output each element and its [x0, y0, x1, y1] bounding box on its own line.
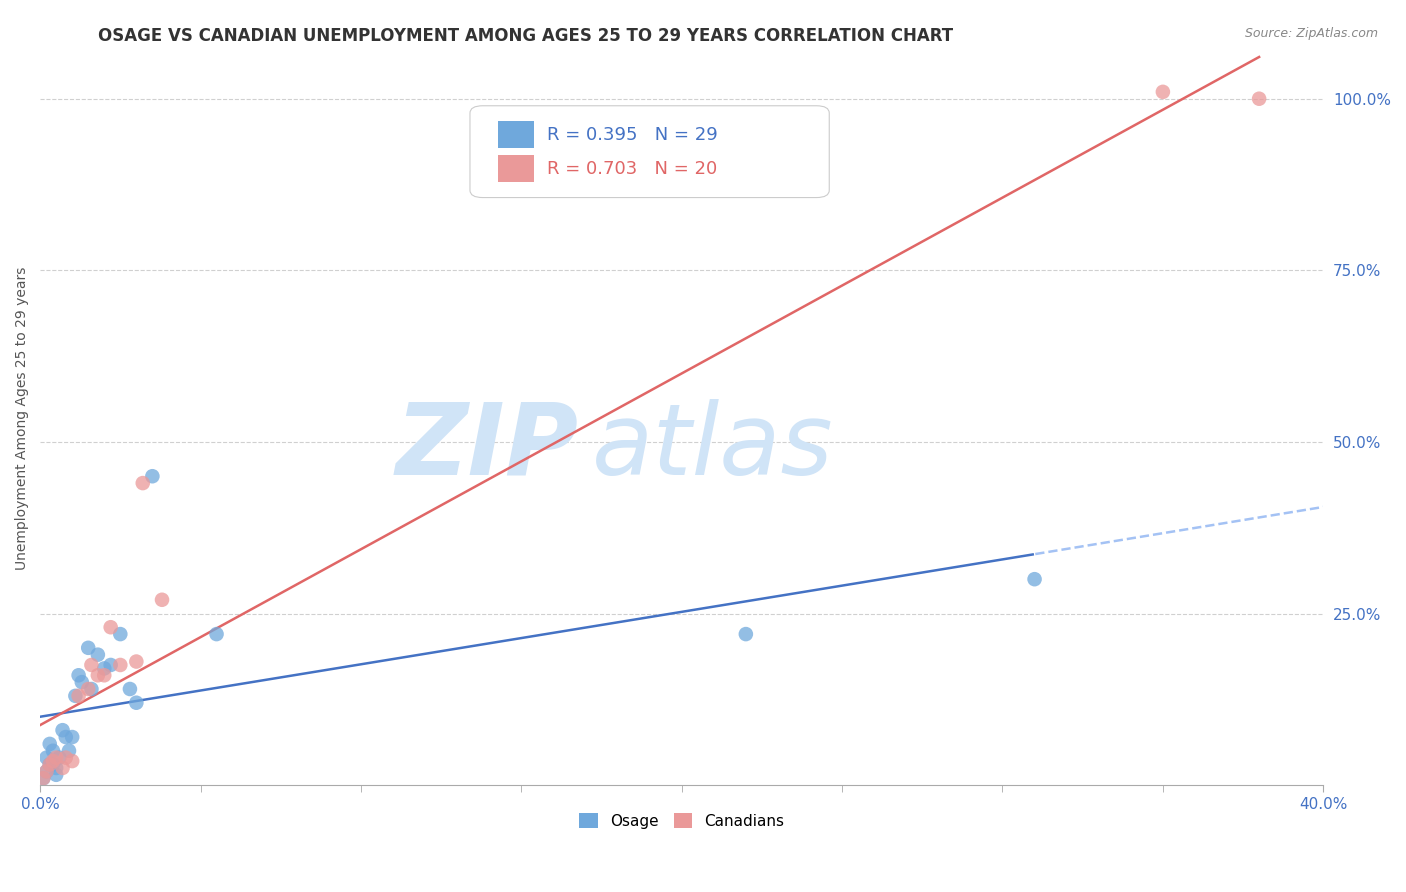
Point	[42, 754, 65, 768]
Point	[65, 689, 87, 703]
Text: Source: ZipAtlas.com: Source: ZipAtlas.com	[1244, 27, 1378, 40]
Point	[67, 668, 90, 682]
Text: OSAGE VS CANADIAN UNEMPLOYMENT AMONG AGES 25 TO 29 YEARS CORRELATION CHART: OSAGE VS CANADIAN UNEMPLOYMENT AMONG AGE…	[98, 27, 953, 45]
FancyBboxPatch shape	[470, 106, 830, 197]
Point	[35, 764, 58, 779]
Point	[100, 657, 122, 672]
Point	[132, 476, 155, 491]
Point	[87, 648, 110, 662]
Point	[32, 771, 55, 785]
Point	[51, 723, 73, 738]
Text: R = 0.703   N = 20: R = 0.703 N = 20	[547, 160, 717, 178]
Point	[141, 469, 163, 483]
Point	[118, 681, 141, 696]
Point	[58, 744, 80, 758]
Text: ZIP: ZIP	[396, 399, 579, 496]
Y-axis label: Unemployment Among Ages 25 to 29 years: Unemployment Among Ages 25 to 29 years	[15, 266, 30, 570]
Point	[38, 737, 60, 751]
Point	[60, 730, 83, 744]
Point	[42, 757, 65, 772]
Point	[70, 675, 93, 690]
Point	[110, 657, 132, 672]
Point	[125, 696, 148, 710]
Point	[32, 771, 55, 785]
Point	[45, 768, 67, 782]
Text: atlas: atlas	[592, 399, 834, 496]
Point	[1249, 92, 1271, 106]
Point	[45, 750, 67, 764]
Point	[60, 754, 83, 768]
Text: R = 0.395   N = 29: R = 0.395 N = 29	[547, 126, 717, 144]
Point	[93, 661, 115, 675]
Point	[205, 627, 228, 641]
Point	[80, 657, 103, 672]
Point	[110, 627, 132, 641]
Bar	[498, 155, 534, 182]
Point	[38, 757, 60, 772]
Point	[87, 668, 110, 682]
Point	[1024, 572, 1046, 586]
Point	[125, 655, 148, 669]
Point	[45, 761, 67, 775]
Point	[35, 764, 58, 779]
Point	[35, 750, 58, 764]
Point	[42, 744, 65, 758]
Point	[55, 730, 77, 744]
Point	[55, 750, 77, 764]
Point	[1152, 85, 1174, 99]
Point	[38, 757, 60, 772]
Point	[80, 681, 103, 696]
Legend: Osage, Canadians: Osage, Canadians	[572, 805, 792, 836]
Point	[77, 681, 100, 696]
Point	[48, 750, 70, 764]
Point	[100, 620, 122, 634]
Point	[67, 689, 90, 703]
Bar	[498, 121, 534, 148]
Point	[77, 640, 100, 655]
Point	[51, 761, 73, 775]
Point	[93, 668, 115, 682]
Point	[150, 592, 173, 607]
Point	[734, 627, 756, 641]
